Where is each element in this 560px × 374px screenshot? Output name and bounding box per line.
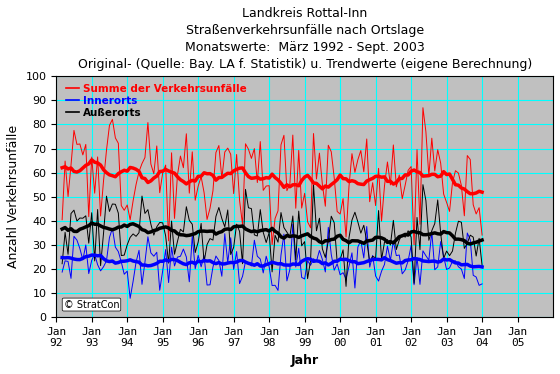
Y-axis label: Anzahl Verkehrsunfälle: Anzahl Verkehrsunfälle — [7, 125, 20, 268]
Text: © StratCon: © StratCon — [64, 300, 119, 310]
Legend: Summe der Verkehrsunfälle, Innerorts, Außerorts: Summe der Verkehrsunfälle, Innerorts, Au… — [67, 84, 247, 118]
Title: Landkreis Rottal-Inn
Straßenverkehrsunfälle nach Ortslage
Monatswerte:  März 199: Landkreis Rottal-Inn Straßenverkehrsunfä… — [77, 7, 532, 71]
X-axis label: Jahr: Jahr — [291, 354, 319, 367]
